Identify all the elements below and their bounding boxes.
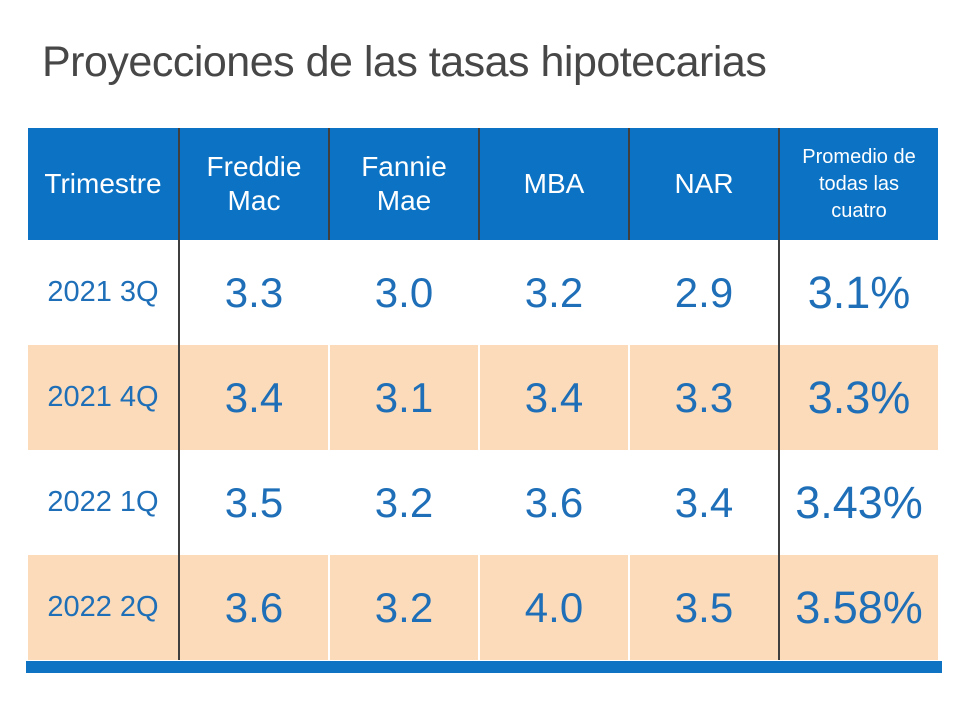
rate-cell: 3.4 (478, 345, 628, 450)
rate-cell: 3.6 (478, 450, 628, 555)
rate-cell: 3.2 (328, 450, 478, 555)
quarter-cell: 2021 4Q (28, 345, 178, 450)
rate-cell: 3.3 (628, 345, 778, 450)
table-row: 2021 3Q 3.3 3.0 3.2 2.9 3.1% (28, 240, 938, 345)
average-cell: 3.43% (778, 450, 938, 555)
quarter-cell: 2021 3Q (28, 240, 178, 345)
average-cell: 3.3% (778, 345, 938, 450)
rate-cell: 3.5 (628, 555, 778, 660)
header-cell-trimestre: Trimestre (28, 128, 178, 240)
quarter-cell: 2022 1Q (28, 450, 178, 555)
projections-table: Trimestre Freddie Mac Fannie Mae MBA NAR… (28, 128, 938, 660)
rate-cell: 3.2 (328, 555, 478, 660)
header-cell-mba: MBA (478, 128, 628, 240)
page-title: Proyecciones de las tasas hipotecarias (42, 38, 767, 86)
header-cell-freddie-mac: Freddie Mac (178, 128, 328, 240)
rate-cell: 3.4 (178, 345, 328, 450)
rate-cell: 4.0 (478, 555, 628, 660)
table-row: 2021 4Q 3.4 3.1 3.4 3.3 3.3% (28, 345, 938, 450)
table-header-row: Trimestre Freddie Mac Fannie Mae MBA NAR… (28, 128, 938, 240)
rate-cell: 3.2 (478, 240, 628, 345)
average-cell: 3.58% (778, 555, 938, 660)
header-cell-fannie-mae: Fannie Mae (328, 128, 478, 240)
quarter-cell: 2022 2Q (28, 555, 178, 660)
rate-cell: 3.3 (178, 240, 328, 345)
bottom-accent-bar (26, 661, 942, 673)
rate-cell: 2.9 (628, 240, 778, 345)
table-row: 2022 1Q 3.5 3.2 3.6 3.4 3.43% (28, 450, 938, 555)
rate-cell: 3.0 (328, 240, 478, 345)
header-cell-promedio: Promedio de todas las cuatro (778, 128, 938, 240)
rate-cell: 3.5 (178, 450, 328, 555)
header-cell-nar: NAR (628, 128, 778, 240)
average-cell: 3.1% (778, 240, 938, 345)
table-row: 2022 2Q 3.6 3.2 4.0 3.5 3.58% (28, 555, 938, 660)
rate-cell: 3.6 (178, 555, 328, 660)
rate-cell: 3.1 (328, 345, 478, 450)
rate-cell: 3.4 (628, 450, 778, 555)
